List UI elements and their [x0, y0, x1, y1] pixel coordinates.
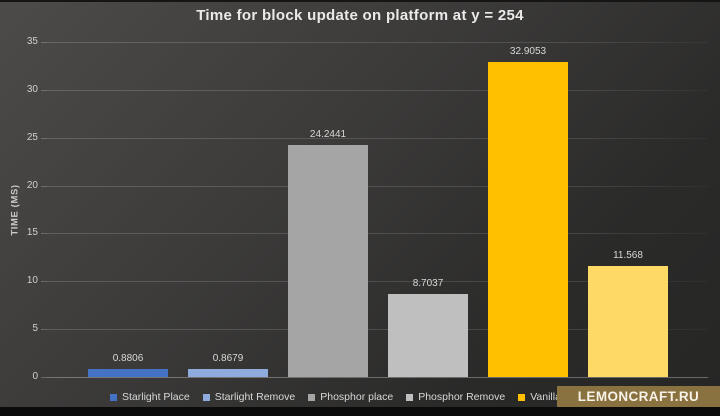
gridline	[47, 329, 708, 331]
bar-value-label: 0.8806	[112, 352, 144, 364]
bar	[188, 368, 268, 377]
legend-swatch	[202, 393, 210, 401]
y-tick-label: 0	[32, 371, 38, 382]
y-tick-label: 25	[26, 131, 38, 143]
bar-value-label: 11.568	[613, 250, 643, 262]
legend-swatch	[308, 393, 316, 401]
y-tick-mark	[41, 281, 47, 283]
legend-swatch	[518, 393, 526, 401]
legend: Starlight Place Starlight Remove Phosphor …	[110, 391, 609, 403]
bar	[288, 144, 368, 377]
bar	[488, 62, 568, 377]
gridline	[47, 89, 708, 91]
y-tick-mark	[41, 185, 47, 187]
bar-value-label: 32.9053	[509, 46, 547, 58]
legend-swatch	[406, 393, 414, 401]
watermark-text: LEMONCRAFT.RU	[577, 389, 700, 404]
watermark-badge: LEMONCRAFT.RU	[557, 386, 720, 407]
y-tick-mark	[41, 233, 47, 235]
y-tick-mark	[41, 377, 47, 378]
legend-label: Phosphor Remove	[418, 391, 506, 403]
x-axis-line	[47, 377, 708, 378]
y-tick-label: 15	[26, 227, 38, 239]
y-tick-label: 35	[26, 36, 38, 47]
bar	[88, 368, 168, 377]
y-tick-label: 30	[26, 83, 38, 95]
legend-swatch	[110, 393, 117, 401]
gridline	[47, 281, 708, 283]
legend-item: Starlight Remove	[202, 391, 296, 403]
legend-item: Phosphor Remove	[406, 391, 505, 403]
legend-item: Starlight Place	[110, 391, 190, 403]
legend-label: Starlight Place	[122, 391, 190, 403]
top-border-strip	[0, 0, 720, 2]
gridline	[47, 185, 708, 187]
bar	[588, 266, 668, 377]
bar	[388, 293, 468, 377]
bar-value-label: 8.7037	[412, 277, 444, 289]
gridline	[47, 233, 708, 235]
legend-item: Phosphor place	[308, 391, 393, 403]
gridline	[47, 137, 708, 139]
bottom-border-strip	[0, 407, 720, 416]
y-tick-mark	[41, 89, 47, 91]
bar-value-label: 24.2441	[309, 128, 347, 140]
legend-label: Phosphor place	[320, 391, 394, 403]
y-tick-mark	[41, 329, 47, 331]
chart-title: Time for block update on platform at y =…	[196, 7, 524, 24]
y-tick-label: 10	[26, 275, 38, 287]
legend-label: Starlight Remove	[214, 391, 296, 403]
gridline	[47, 42, 708, 43]
bar-value-label: 0.8679	[212, 352, 244, 364]
y-tick-mark	[41, 137, 47, 139]
y-tick-label: 5	[32, 323, 38, 335]
y-tick-mark	[41, 42, 47, 43]
y-tick-label: 20	[26, 179, 38, 191]
